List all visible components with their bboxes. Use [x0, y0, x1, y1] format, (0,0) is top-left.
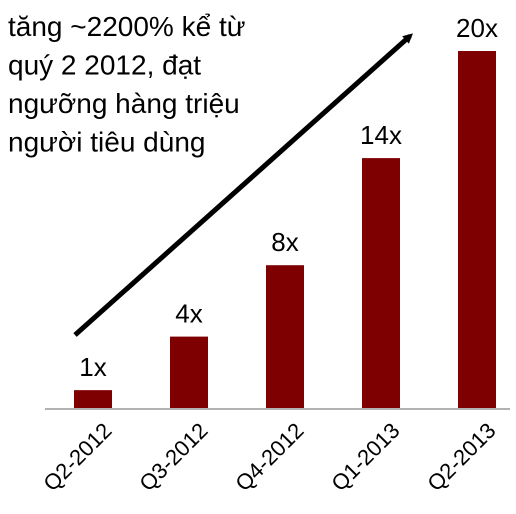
x-tick-label: Q2-2012	[38, 418, 116, 496]
bar	[266, 265, 304, 408]
x-tick-label: Q1-2013	[326, 418, 404, 496]
value-label: 1x	[79, 352, 106, 382]
value-label: 8x	[271, 227, 298, 257]
annotation-line: ngưỡng hàng triệu	[8, 88, 240, 119]
bar	[74, 390, 112, 408]
x-tick-label: Q3-2012	[134, 418, 212, 496]
x-tick-label: Q2-2013	[422, 418, 500, 496]
annotation-line: tăng ~2200% kể từ	[8, 11, 245, 42]
x-tick-label: Q4-2012	[230, 418, 308, 496]
annotation-line: quý 2 2012, đạt	[8, 50, 201, 81]
trend-arrow	[73, 33, 413, 337]
bar	[170, 336, 208, 408]
bar	[362, 158, 400, 408]
value-label: 14x	[360, 120, 402, 150]
annotation-line: người tiêu dùng	[8, 127, 205, 158]
value-label: 20x	[456, 13, 498, 43]
value-label: 4x	[175, 299, 202, 329]
bar	[458, 51, 496, 408]
